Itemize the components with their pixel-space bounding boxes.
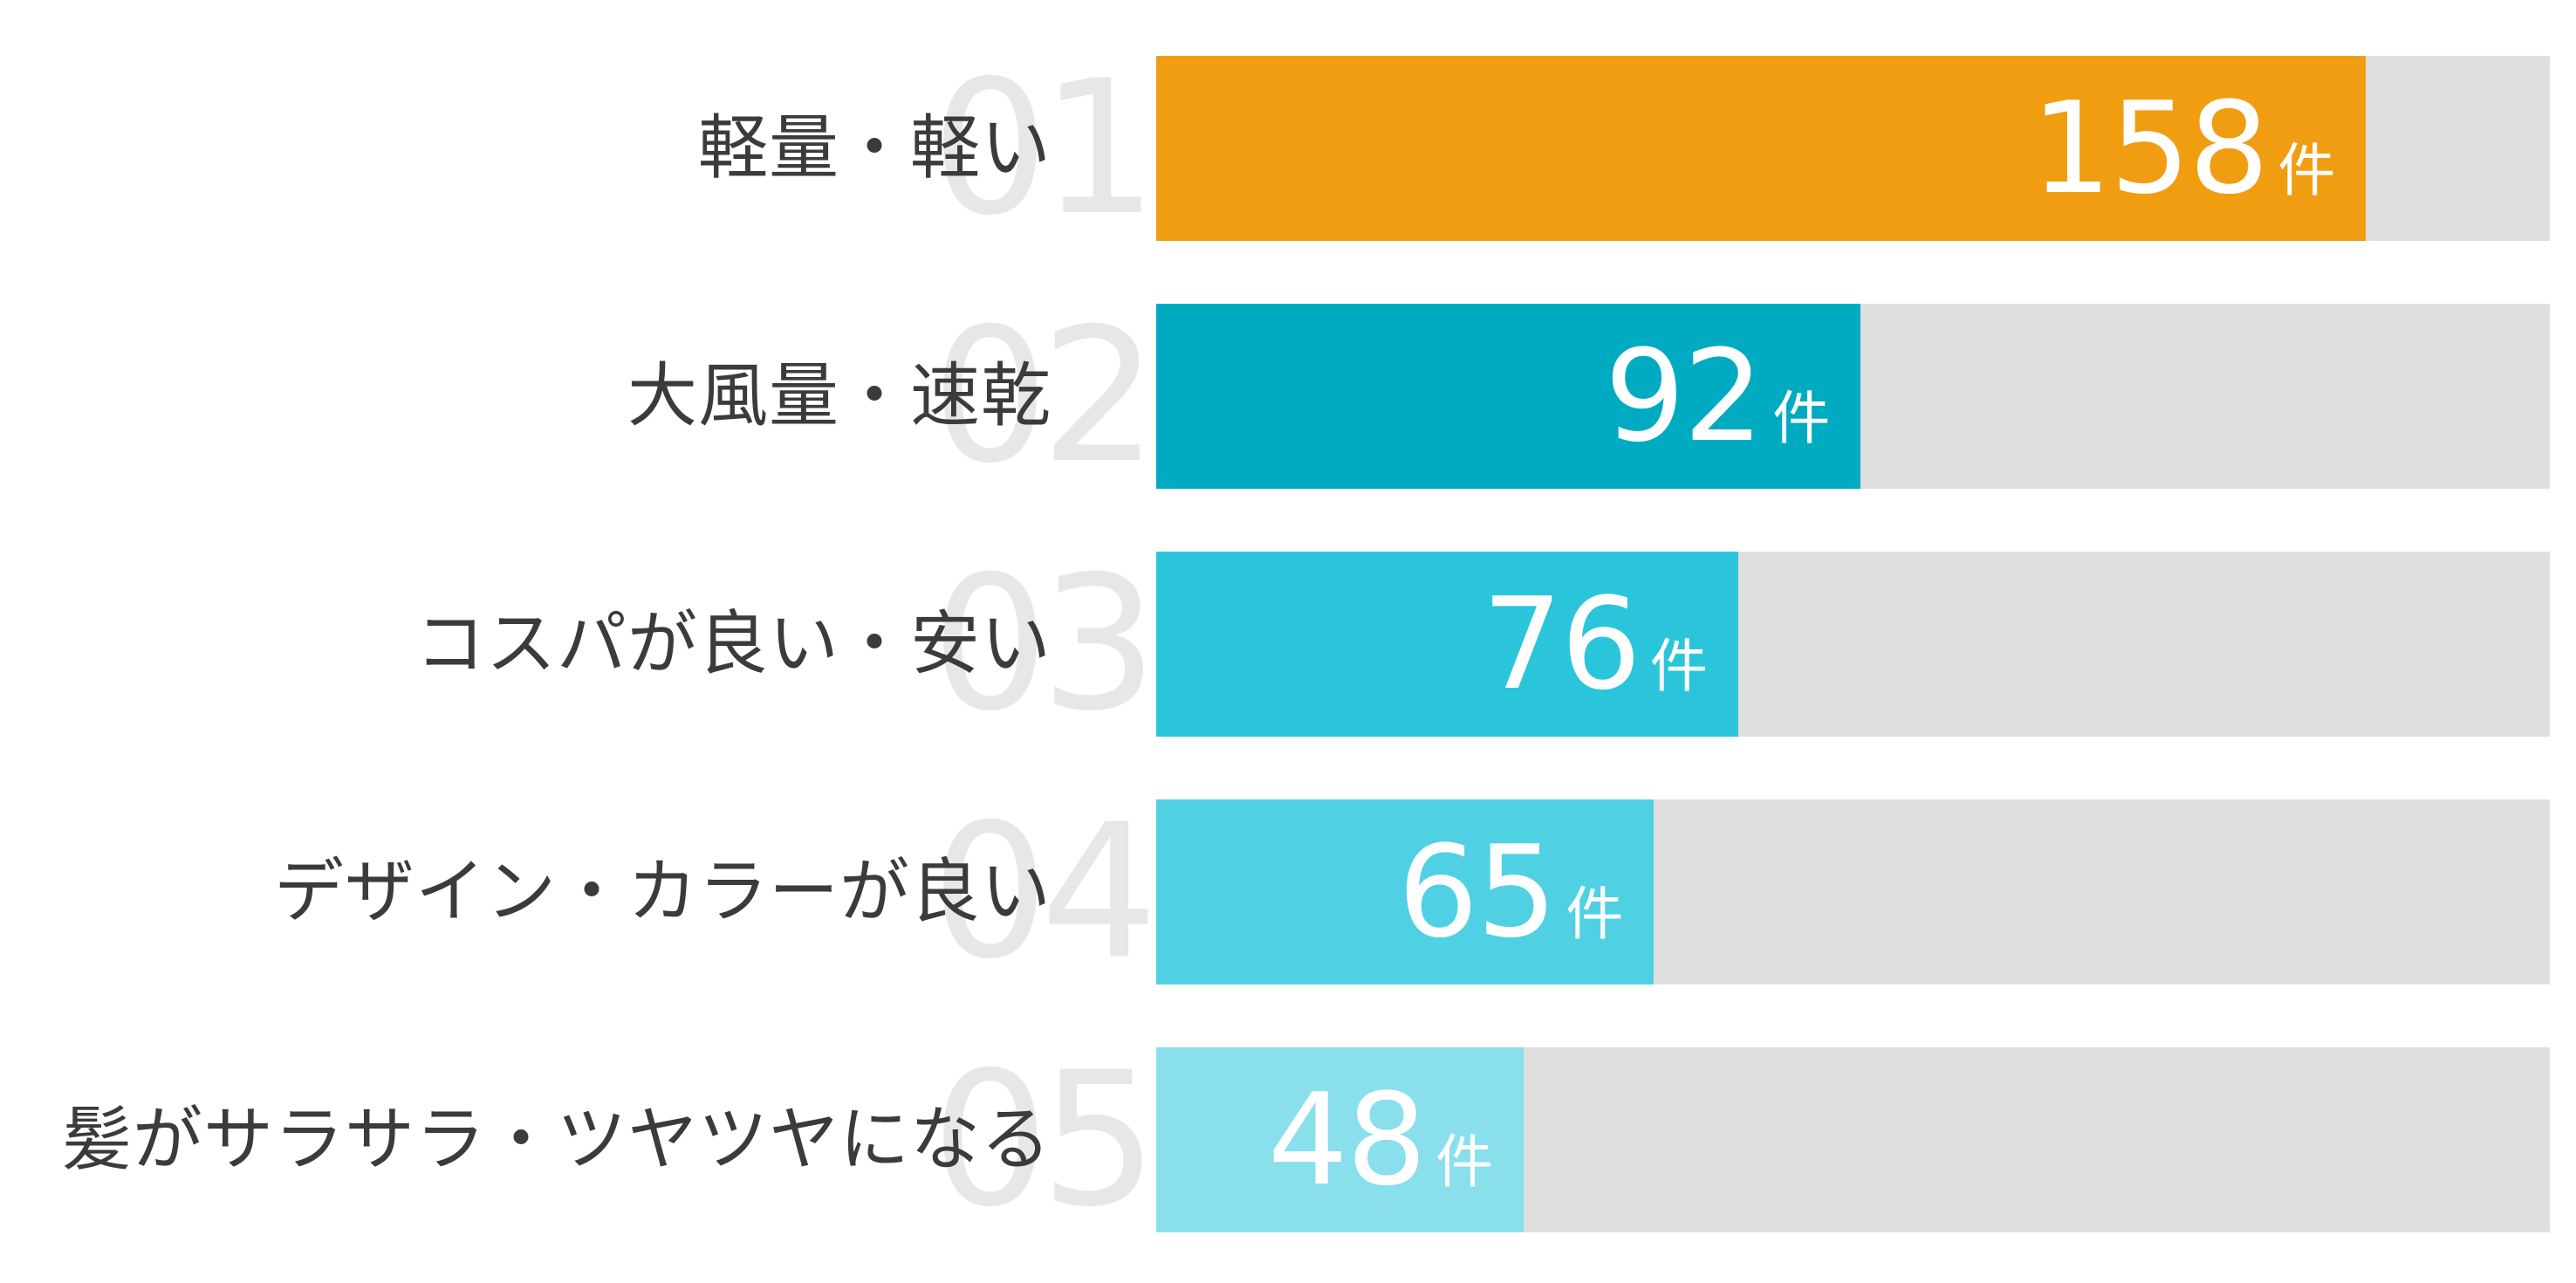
- value-bar: 65 件: [1156, 799, 1655, 985]
- label-zone: 04 デザイン・カラーが良い: [0, 784, 1158, 999]
- rank-number-watermark: 05: [931, 1032, 1158, 1247]
- chart-row-5: 05 髪がサラサラ・ツヤツヤになる 48 件: [0, 1047, 2576, 1232]
- value-number: 76: [1482, 570, 1641, 718]
- category-label: 髪がサラサラ・ツヤツヤになる: [62, 1099, 1052, 1180]
- value-number: 92: [1604, 322, 1764, 470]
- value-bar: 158 件: [1156, 56, 2367, 241]
- rank-number-watermark: 03: [931, 536, 1158, 751]
- value-unit: 件: [1435, 1129, 1494, 1196]
- bar-track: 65 件: [1156, 799, 2550, 985]
- value-number: 65: [1397, 818, 1558, 966]
- value-unit: 件: [2278, 137, 2336, 204]
- value-number: 48: [1267, 1066, 1428, 1214]
- bar-track: 48 件: [1156, 1047, 2550, 1232]
- label-zone: 03 コスパが良い・安い: [0, 536, 1158, 751]
- category-label: デザイン・カラーが良い: [274, 851, 1052, 932]
- value-bar: 48 件: [1156, 1047, 1524, 1232]
- ranking-bar-chart: 01 軽量・軽い 158 件 02 大風量・速乾 92 件 03 コスパが良い・…: [0, 56, 2576, 1232]
- value-number: 158: [2031, 74, 2270, 223]
- category-label: 大風量・速乾: [627, 355, 1052, 436]
- label-zone: 01 軽量・軽い: [0, 40, 1158, 256]
- bar-track: 92 件: [1156, 304, 2550, 489]
- category-label: 軽量・軽い: [698, 107, 1052, 189]
- chart-row-2: 02 大風量・速乾 92 件: [0, 304, 2576, 489]
- rank-number-watermark: 04: [931, 784, 1158, 999]
- category-label: コスパが良い・安い: [415, 603, 1052, 684]
- label-zone: 02 大風量・速乾: [0, 288, 1158, 504]
- label-zone: 05 髪がサラサラ・ツヤツヤになる: [0, 1032, 1158, 1247]
- value-bar: 92 件: [1156, 304, 1861, 489]
- value-bar: 76 件: [1156, 552, 1738, 737]
- value-unit: 件: [1772, 385, 1831, 452]
- rank-number-watermark: 01: [931, 40, 1158, 256]
- rank-number-watermark: 02: [931, 288, 1158, 504]
- chart-row-4: 04 デザイン・カラーが良い 65 件: [0, 799, 2576, 985]
- chart-row-3: 03 コスパが良い・安い 76 件: [0, 552, 2576, 737]
- chart-row-1: 01 軽量・軽い 158 件: [0, 56, 2576, 241]
- value-unit: 件: [1649, 633, 1708, 700]
- bar-track: 158 件: [1156, 56, 2550, 241]
- bar-track: 76 件: [1156, 552, 2550, 737]
- value-unit: 件: [1565, 881, 1624, 948]
